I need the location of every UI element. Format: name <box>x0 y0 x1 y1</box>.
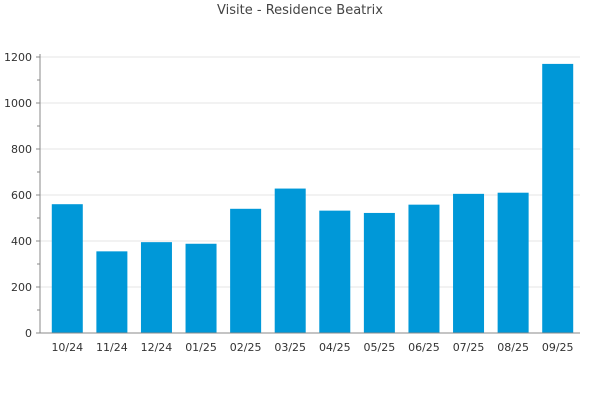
y-tick-label: 1200 <box>4 51 32 64</box>
x-tick-label: 02/25 <box>230 341 262 354</box>
bar-10-24 <box>51 204 83 333</box>
x-tick-label: 12/24 <box>141 341 173 354</box>
bars <box>51 63 574 334</box>
grid-lines <box>40 56 580 288</box>
y-tick-label: 600 <box>11 189 32 202</box>
y-tick-label: 0 <box>25 327 32 340</box>
bar-12-24 <box>140 242 172 333</box>
bar-04-25 <box>319 210 351 333</box>
bar-03-25 <box>274 188 306 333</box>
bar-08-25 <box>497 192 529 333</box>
tick-labels: 0 200 400 600 800 1000 1200 10/24 11/24 12/24 01/2… <box>4 51 574 354</box>
axes <box>36 54 580 334</box>
x-tick-label: 03/25 <box>274 341 306 354</box>
bar-07-25 <box>453 193 485 333</box>
x-tick-label: 09/25 <box>542 341 574 354</box>
bar-06-25 <box>408 204 440 333</box>
x-tick-label: 01/25 <box>185 341 217 354</box>
x-tick-label: 10/24 <box>51 341 83 354</box>
y-tick-label: 800 <box>11 143 32 156</box>
bar-09-25 <box>542 63 574 334</box>
x-tick-label: 04/25 <box>319 341 351 354</box>
x-tick-label: 05/25 <box>364 341 396 354</box>
bar-05-25 <box>363 212 395 333</box>
bar-11-24 <box>96 251 128 333</box>
y-tick-label: 200 <box>11 281 32 294</box>
x-tick-label: 11/24 <box>96 341 128 354</box>
chart-title: Visite - Residence Beatrix <box>217 3 383 18</box>
x-tick-label: 06/25 <box>408 341 440 354</box>
x-tick-label: 07/25 <box>453 341 485 354</box>
y-tick-label: 1000 <box>4 97 32 110</box>
y-tick-label: 400 <box>11 235 32 248</box>
bar-02-25 <box>230 208 262 333</box>
x-tick-label: 08/25 <box>497 341 529 354</box>
bar-01-25 <box>185 243 217 333</box>
